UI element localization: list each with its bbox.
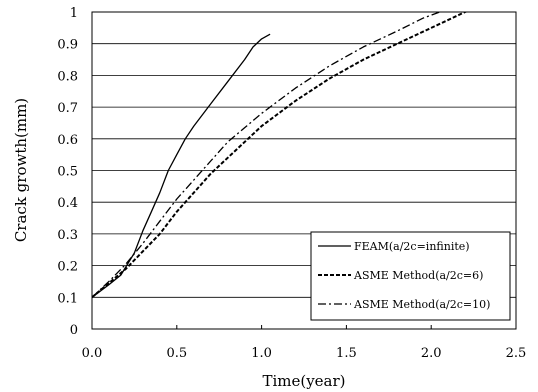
y-tick-label: 0.6 [57, 133, 78, 148]
x-axis-title: Time(year) [262, 372, 345, 390]
series-line-1 [92, 33, 271, 298]
y-tick-label: 0.2 [57, 260, 78, 275]
x-tick-label: 1.5 [336, 346, 357, 361]
grid-lines [92, 43, 516, 298]
x-tick-label: 0.0 [82, 346, 103, 361]
y-tick-label: 0.9 [57, 38, 78, 53]
legend-label: ASME Method(a/2c=6) [353, 269, 483, 282]
plot-area-border [91, 11, 517, 330]
y-tick-label: 0.1 [57, 291, 78, 306]
x-tick-labels: 0.0 0.5 1.0 1.5 2.0 2.5 [82, 325, 527, 361]
legend: FEAM(a/2c=infinite) ASME Method(a/2c=6) AS… [310, 231, 511, 321]
x-tick-label: 0.5 [166, 346, 187, 361]
series-line-2 [92, 12, 468, 299]
y-tick-labels: 0 0.1 0.2 0.3 0.4 0.5 0.6 0.7 0.8 0.9 1 [57, 6, 78, 338]
y-tick-label: 0 [70, 323, 78, 338]
series-line-3 [92, 12, 440, 298]
legend-label: ASME Method(a/2c=10) [353, 298, 490, 311]
x-tick-label: 2.5 [506, 346, 527, 361]
y-tick-label: 0.4 [57, 196, 78, 211]
y-axis-title: Crack growth(mm) [12, 98, 30, 242]
x-tick-label: 2.0 [421, 346, 442, 361]
y-tick-label: 0.5 [57, 165, 78, 180]
series-lines [92, 12, 468, 299]
x-tick-label: 1.0 [251, 346, 272, 361]
legend-label: FEAM(a/2c=infinite) [354, 240, 470, 253]
y-tick-label: 0.8 [57, 69, 78, 84]
y-tick-label: 0.3 [57, 228, 78, 243]
y-tick-label: 0.7 [57, 101, 78, 116]
y-tick-label: 1 [70, 6, 78, 21]
